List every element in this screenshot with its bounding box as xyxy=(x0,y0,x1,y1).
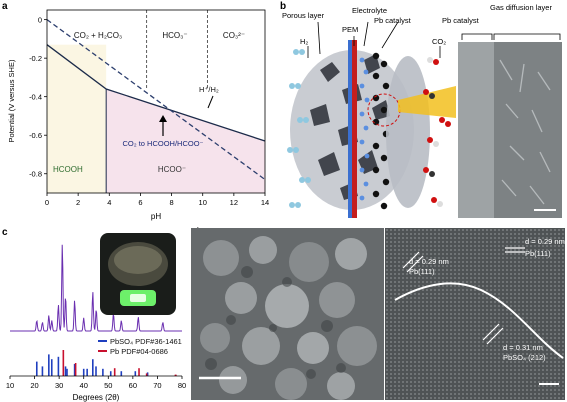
plot-frame xyxy=(46,9,266,194)
x-tick-label: 14 xyxy=(261,198,269,207)
sem-texture xyxy=(499,59,551,205)
d-spacing-2: d = 0.29 nm xyxy=(525,237,565,246)
electrolyzer-schematic: Porous layer PEM Electrolyte Pb catalyst… xyxy=(282,3,562,218)
x-tick-label: 4 xyxy=(107,198,111,207)
electrolyte-particles xyxy=(359,57,370,201)
pourbaix-chart: 0 2 4 6 8 10 12 14 0 -0.2 -0.4 -0.6 -0.8 CO₂ + H₂CO₃… xyxy=(7,9,269,221)
x-tick-label: 60 xyxy=(129,381,137,390)
h2-label-arrow xyxy=(207,95,214,109)
panel-label-b: b xyxy=(280,1,287,12)
x-tick-label: 50 xyxy=(104,381,112,390)
interface-curve xyxy=(394,282,564,359)
x-tick-label: 12 xyxy=(230,198,238,207)
region-right xyxy=(106,88,266,193)
electrolyte-pointer xyxy=(363,21,369,47)
x-tick-label: 10 xyxy=(6,381,14,390)
d-spacing-3-plane: PbSO₄ (212) xyxy=(503,353,546,362)
d-spacing-2-plane: Pb(111) xyxy=(525,249,551,258)
x-tick-label: 20 xyxy=(30,381,38,390)
label-pem: PEM xyxy=(342,25,358,34)
pb-catalyst-bracket xyxy=(461,33,493,40)
xrd-measured-trace xyxy=(10,244,182,332)
pem-membrane xyxy=(352,40,357,218)
d-spacing-markers xyxy=(402,247,525,345)
x-tick-label: 2 xyxy=(76,198,80,207)
region-label-top-mid: HCO₃⁻ xyxy=(162,31,187,40)
y-tick-label: -0.6 xyxy=(29,131,42,140)
x-tick-label: 80 xyxy=(178,381,186,390)
label-pb-catalyst-2: Pb catalyst xyxy=(442,16,480,25)
panel-label-c: c xyxy=(2,227,8,238)
x-tick-label: 70 xyxy=(153,381,161,390)
label-porous-layer: Porous layer xyxy=(282,11,325,20)
pb-catalyst-beads xyxy=(372,52,390,210)
co2-reduction-label: CO₂ to HCOOH/HCOO⁻ xyxy=(122,139,203,148)
x-axis-label: pH xyxy=(151,212,161,221)
x-axis-label: Degrees (2θ) xyxy=(73,393,120,402)
series-line-dashed xyxy=(46,19,266,181)
x-tick-label: 40 xyxy=(80,381,88,390)
y-tick-label: 0 xyxy=(38,16,42,25)
series-line-solid xyxy=(46,44,266,142)
y-tick-label: -0.4 xyxy=(29,93,42,102)
porous-layer-pointer xyxy=(317,21,321,55)
inset-glow-core xyxy=(130,294,146,302)
pem-blue-layer xyxy=(348,40,352,218)
label-electrolyte: Electrolyte xyxy=(352,6,387,15)
legend-pb: Pb PDF#04-0686 xyxy=(110,347,168,356)
y-tick-label: -0.8 xyxy=(29,170,42,179)
h-plus-h2-label: H⁺/H₂ xyxy=(199,85,219,94)
d-spacing-3: d = 0.31 nm xyxy=(503,343,543,352)
x-tick-label: 30 xyxy=(55,381,63,390)
co2-molecules xyxy=(423,57,451,207)
xrd-chart: 10 20 30 40 50 60 70 80 PbSO₄ PDF#36-1461 Pb PD… xyxy=(6,233,186,402)
region-label-top-left: CO₂ + H₂CO₃ xyxy=(74,31,122,40)
region-label-hcoo: HCOO⁻ xyxy=(158,165,186,174)
sem-image-d xyxy=(191,228,384,400)
region-left xyxy=(47,44,107,194)
tem-image-e: d = 0.29 nm Pb(111) d = 0.29 nm Pb(111) … xyxy=(385,228,565,400)
legend-pbso4: PbSO₄ PDF#36-1461 xyxy=(110,337,182,346)
y-axis-label: Potential (V versus SHE) xyxy=(7,59,16,142)
panel-label-a: a xyxy=(2,1,8,12)
label-co2: CO₂ xyxy=(432,37,446,46)
inset-electrode-texture xyxy=(114,246,162,274)
pb-catalyst-strip xyxy=(458,42,494,218)
gas-diffusion-schematic xyxy=(386,56,430,208)
pb-catalyst-pointer xyxy=(381,21,399,49)
label-pb-catalyst-1: Pb catalyst xyxy=(374,16,412,25)
region-label-top-right: CO₃²⁻ xyxy=(223,31,245,40)
label-gas-diffusion-layer: Gas diffusion layer xyxy=(490,3,552,12)
h2-molecules xyxy=(287,49,311,208)
y-tick-label: -0.2 xyxy=(29,54,42,63)
label-h2: H₂ xyxy=(300,37,308,46)
d-spacing-1: d = 0.29 nm xyxy=(409,257,449,266)
gdl-bracket xyxy=(493,33,561,40)
sem-particles xyxy=(200,236,377,400)
sem-shadows xyxy=(205,266,346,379)
zoom-beam xyxy=(398,86,456,118)
region-label-hcooh: HCOOH xyxy=(53,165,83,174)
x-tick-label: 6 xyxy=(138,198,142,207)
x-tick-label: 10 xyxy=(199,198,207,207)
x-tick-label: 8 xyxy=(169,198,173,207)
co2-reduction-arrowhead xyxy=(159,115,167,122)
d-spacing-1-plane: Pb(111) xyxy=(409,267,435,276)
x-tick-label: 0 xyxy=(45,198,49,207)
